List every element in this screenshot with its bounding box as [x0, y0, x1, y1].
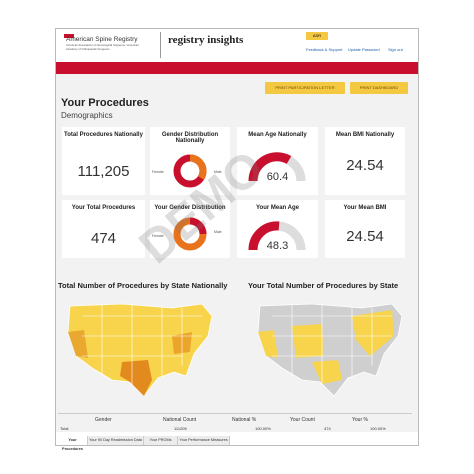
card-value: 24.54 [346, 157, 384, 174]
page-subtitle: Demographics [61, 111, 113, 120]
card: Mean Age Nationally 60.4 [237, 127, 318, 195]
card-title: Your Mean BMI [343, 205, 387, 211]
us-map-national [67, 303, 213, 397]
table-header: Your Count [290, 417, 315, 423]
card: Gender Distribution Nationally Female Mal… [150, 127, 230, 195]
logo-bar [64, 34, 74, 38]
card: Total Procedures Nationally 111,205 [62, 127, 145, 195]
donut-label: Male [214, 170, 222, 174]
card-title: Your Mean Age [255, 205, 299, 211]
button[interactable]: PRINT DASHBOARD [350, 82, 408, 94]
card: Your Mean BMI 24.54 [325, 200, 405, 258]
brand: registry insights [168, 34, 244, 46]
gauge [248, 221, 306, 251]
card-title: Your Gender Distribution [154, 205, 226, 211]
table-header: National Count [163, 417, 197, 423]
card-title: Mean Age Nationally [248, 132, 307, 138]
card-value: 48.3 [266, 240, 289, 252]
map-title: Your Total Number of Procedures by State [248, 281, 399, 290]
state-borders [272, 304, 392, 386]
donut-slice [189, 217, 207, 235]
map-region [68, 330, 88, 358]
gauge-fill [248, 152, 292, 182]
us-map-yours [257, 303, 403, 397]
map-region [67, 303, 213, 397]
tab[interactable]: Your Performance Measures [178, 436, 230, 445]
map-title: Total Number of Procedures by State Nati… [58, 281, 228, 290]
card-title: Mean BMI Nationally [335, 132, 395, 138]
donut-label: Female [152, 234, 164, 238]
table-cell: Total [60, 426, 69, 431]
donut [173, 217, 207, 251]
logo-text: American Spine Registry [66, 36, 138, 43]
card: Mean BMI Nationally 24.54 [325, 127, 405, 195]
card-title: Your Total Procedures [71, 205, 136, 211]
map-region [258, 310, 394, 384]
card: Your Gender Distribution Female Male [150, 200, 230, 258]
table-cell: 111205 [174, 426, 187, 431]
donut [173, 154, 207, 188]
card-value: 24.54 [346, 228, 384, 245]
logo-sub: American Association of Neurological Sur… [66, 43, 139, 51]
card-value: 111,205 [77, 163, 130, 180]
table-header: National % [232, 417, 257, 423]
donut-label: Male [214, 230, 222, 234]
header-link[interactable]: Feedback & Support [306, 47, 343, 52]
divider [160, 32, 161, 58]
card-title: Gender Distribution Nationally [161, 132, 219, 144]
card: Your Mean Age 48.3 [237, 200, 318, 258]
header-link[interactable]: Sign out [388, 47, 403, 52]
table-header: Gender [95, 417, 112, 423]
donut-label: Female [152, 170, 164, 174]
card-value: 60.4 [266, 171, 289, 183]
page-title: Your Procedures [61, 97, 149, 109]
table-cell: 100.00% [255, 426, 271, 431]
registry-select[interactable]: ASR [306, 32, 328, 40]
header-link[interactable]: Update Password [348, 47, 380, 52]
donut-slice [189, 154, 207, 180]
tab[interactable]: Your Procedures [58, 436, 88, 451]
gauge [248, 152, 306, 182]
card: Your Total Procedures 474 [62, 200, 145, 258]
gauge-fill [248, 221, 280, 251]
button[interactable]: PRINT PARTICIPATION LETTER [265, 82, 345, 94]
table-rule [58, 413, 412, 414]
tab[interactable]: Your PROMs [144, 436, 178, 445]
tab[interactable]: Your 90 Day Readmission Data [88, 436, 144, 445]
state-borders [82, 304, 202, 386]
table-header: Your % [352, 417, 368, 423]
table-cell: 100.00% [370, 426, 386, 431]
card-value: 474 [90, 230, 117, 247]
table-cell: 474 [324, 426, 331, 431]
nav-bar: HOMESEARCHDASHBOARD & REPORTSTOOLS & RES… [56, 62, 418, 79]
map-region [120, 360, 152, 396]
card-title: Total Procedures Nationally [64, 132, 143, 138]
